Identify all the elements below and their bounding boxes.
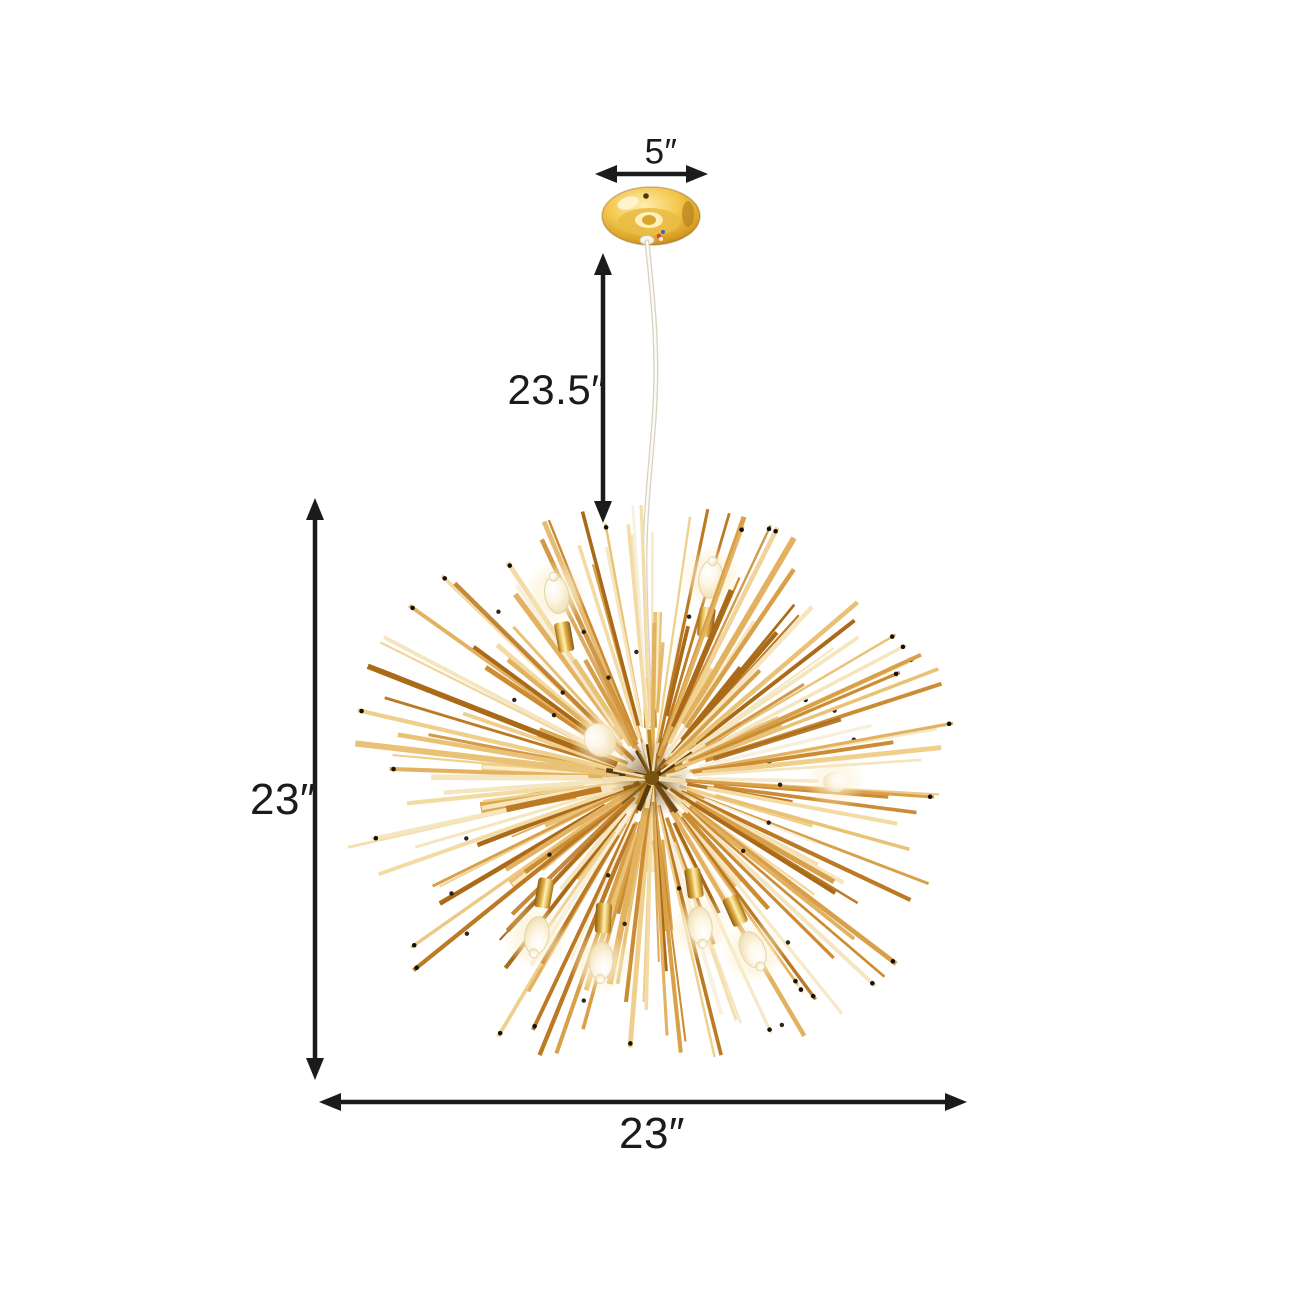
fixture-width-arrow bbox=[319, 1093, 967, 1111]
fixture-height-arrow bbox=[306, 498, 324, 1080]
ceiling-canopy bbox=[601, 186, 701, 246]
fixture-width-label: 23″ bbox=[618, 1109, 686, 1158]
canopy-width-arrow bbox=[595, 165, 708, 183]
light-bulb bbox=[570, 710, 630, 770]
light-bulb bbox=[569, 902, 634, 995]
fixture-height-label: 23″ bbox=[249, 775, 317, 824]
dimension-arrows bbox=[306, 165, 967, 1111]
hanging-drop-label: 23.5″ bbox=[507, 366, 607, 413]
light-bulb bbox=[668, 867, 733, 960]
light-bulb bbox=[721, 894, 786, 984]
light-bulb bbox=[504, 877, 569, 970]
canopy-width-label: 5″ bbox=[644, 132, 678, 172]
sputnik-chandelier bbox=[347, 504, 954, 1058]
light-bulb bbox=[524, 560, 589, 653]
hanging-drop-arrow bbox=[594, 253, 612, 523]
